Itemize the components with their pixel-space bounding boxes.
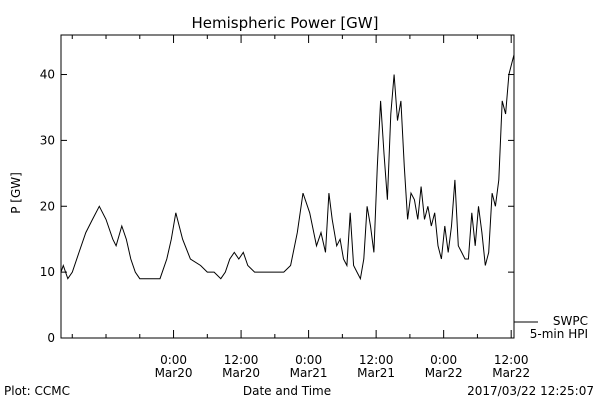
y-tick-label: 40 [40,68,55,82]
x-tick-label-date: Mar20 [222,366,260,380]
x-tick-label-time: 12:00 [224,353,259,367]
y-tick-label: 10 [40,265,55,279]
x-tick-label-time: 0:00 [160,353,187,367]
timestamp: 2017/03/22 12:25:07 [467,384,594,398]
x-tick-label-date: Mar22 [492,366,530,380]
x-tick-label-date: Mar20 [155,366,193,380]
x-tick-label-time: 12:00 [359,353,394,367]
chart-title: Hemispheric Power [GW] [192,14,379,32]
legend-label-line2: 5-min HPI [530,327,588,341]
y-tick-label: 20 [40,199,55,213]
y-axis: 0 10 20 30 40 [40,68,514,345]
plot-frame [60,34,515,339]
legend: SWPC 5-min HPI [514,314,588,341]
x-tick-label-date: Mar22 [425,366,463,380]
x-tick-label-date: Mar21 [290,366,328,380]
x-tick-label-time: 0:00 [430,353,457,367]
x-axis: 0:00Mar2012:00Mar200:00Mar2112:00Mar210:… [71,35,530,380]
x-tick-label-time: 12:00 [494,353,529,367]
x-tick-label-date: Mar21 [357,366,395,380]
plot-source: Plot: CCMC [4,384,70,398]
y-tick-label: 30 [40,133,55,147]
series-layer [60,54,515,281]
series-line [60,54,515,281]
y-tick-label: 0 [47,331,55,345]
x-tick-label-time: 0:00 [295,353,322,367]
y-axis-label: P [GW] [9,172,23,214]
x-axis-label: Date and Time [243,384,331,398]
legend-label-line1: SWPC [553,314,588,328]
